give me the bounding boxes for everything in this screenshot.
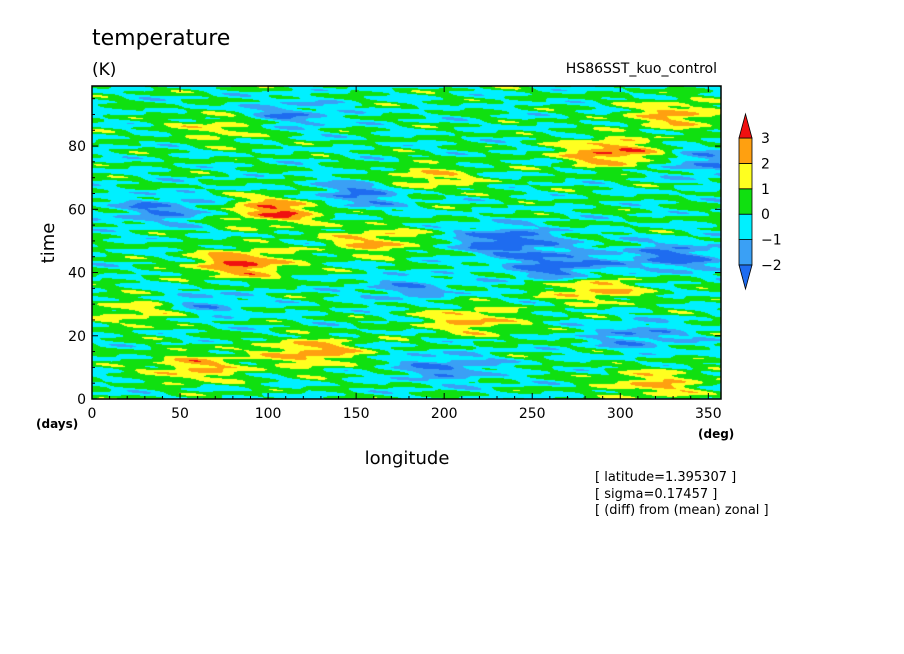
y-tick-label: 60	[68, 202, 86, 218]
x-axis-unit: (deg)	[698, 427, 734, 441]
colorbar-segment	[738, 188, 753, 215]
colorbar-segment	[738, 162, 753, 190]
experiment-label: HS86SST_kuo_control	[566, 61, 717, 77]
x-tick-label: 350	[695, 406, 722, 422]
note-diff: [ (diff) from (mean) zonal ]	[595, 503, 769, 518]
chart-title: temperature	[92, 26, 230, 51]
colorbar-label: 0	[761, 207, 770, 223]
y-tick-label: 40	[68, 266, 86, 282]
y-tick-label: 80	[68, 139, 86, 155]
plot-area	[91, 85, 722, 400]
y-tick-label: 0	[77, 392, 86, 408]
colorbar-segment	[738, 213, 753, 240]
x-tick-label: 0	[88, 406, 97, 422]
units-label: (K)	[92, 60, 116, 80]
colorbar-segment	[738, 239, 753, 266]
y-axis-title: time	[38, 223, 59, 264]
colorbar: −2 −1 0 1 2 3	[738, 112, 782, 291]
note-latitude: [ latitude=1.395307 ]	[595, 470, 736, 485]
heatmap-field	[92, 86, 721, 399]
colorbar-label: −1	[761, 233, 782, 249]
y-tick-label: 20	[68, 329, 86, 345]
colorbar-extend-min	[738, 264, 753, 291]
colorbar-label: 3	[761, 131, 770, 147]
note-sigma: [ sigma=0.17457 ]	[595, 487, 717, 502]
colorbar-label: 1	[761, 182, 770, 198]
x-tick-label: 50	[171, 406, 189, 422]
x-axis-title: longitude	[365, 448, 450, 469]
x-tick-label: 250	[519, 406, 546, 422]
plot-frame	[91, 85, 722, 400]
colorbar-segment	[738, 137, 753, 164]
x-tick-label: 100	[255, 406, 282, 422]
x-tick-label: 300	[607, 406, 634, 422]
x-tick-label: 150	[343, 406, 370, 422]
colorbar-extend-max	[738, 112, 753, 139]
colorbar-label: −2	[761, 258, 782, 274]
colorbar-label: 2	[761, 156, 770, 172]
y-axis-unit: (days)	[36, 417, 78, 431]
x-tick-label: 200	[431, 406, 458, 422]
y-axis: 0 20 40 60 80	[68, 98, 721, 408]
x-axis: 0 50 100 150 200 250 300 350	[88, 86, 722, 422]
